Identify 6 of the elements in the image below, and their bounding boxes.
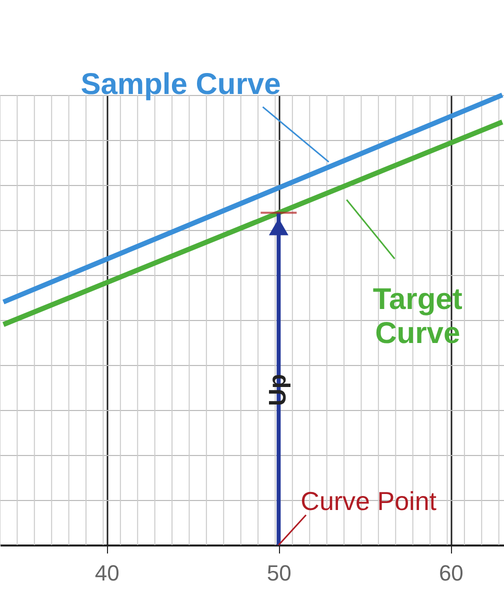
text: Sample Curve xyxy=(80,68,281,101)
x-tick-label: 40 xyxy=(94,560,120,586)
annotation: Curve Point xyxy=(300,486,438,516)
ref-line-label: Up xyxy=(264,374,292,406)
x-tick-label: 50 xyxy=(266,560,292,586)
x-tick-label: 60 xyxy=(438,560,464,586)
